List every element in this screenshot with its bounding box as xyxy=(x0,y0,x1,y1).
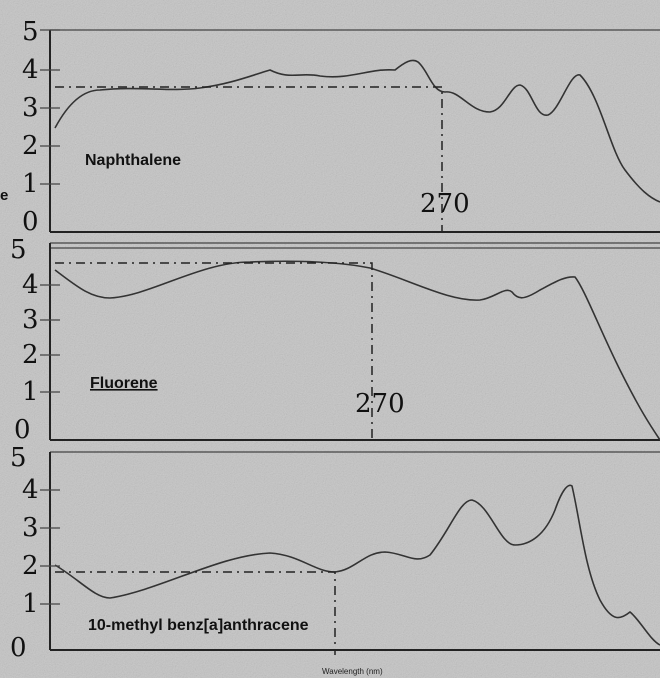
y-tick-label: 0 xyxy=(10,633,27,663)
y-tick-label: 5 xyxy=(10,443,27,473)
y-tick-label: 0 xyxy=(14,415,31,445)
y-tick-label: 1 xyxy=(22,589,39,619)
y-tick-label: 0 xyxy=(22,207,39,237)
y-tick-label: 1 xyxy=(22,169,39,199)
y-tick-label: 2 xyxy=(22,340,39,370)
spectrum-curve xyxy=(54,484,660,646)
compound-label: Naphthalene xyxy=(85,152,181,169)
spectrum-curve xyxy=(54,260,660,441)
y-tick-label: 3 xyxy=(22,305,39,335)
spectrum-curve xyxy=(54,59,660,203)
guides xyxy=(55,86,443,655)
y-tick-label: 5 xyxy=(22,17,39,47)
y-tick-label: 2 xyxy=(22,131,39,161)
y-tick-label: 1 xyxy=(22,377,39,407)
stray-text: e xyxy=(0,187,8,204)
y-tick-label: 5 xyxy=(10,235,27,265)
y-tick-label: 4 xyxy=(22,55,39,85)
tick-marks xyxy=(40,29,60,605)
x-axis-label: Wavelength (nm) xyxy=(322,667,383,676)
y-tick-label: 3 xyxy=(22,513,39,543)
compound-label: 10-methyl benz[a]anthracene xyxy=(88,617,309,634)
y-tick-label: 4 xyxy=(22,475,39,505)
y-tick-label: 2 xyxy=(22,551,39,581)
compound-label: Fluorene xyxy=(90,375,158,392)
handwritten-annotation: 270 xyxy=(420,189,470,219)
y-ticks: 5 4 3 2 1 0 5 4 3 2 1 0 5 4 3 2 1 0 xyxy=(10,17,39,663)
y-tick-label: 4 xyxy=(22,270,39,300)
handwritten-annotation: 270 xyxy=(355,389,405,419)
frames xyxy=(49,29,660,651)
y-tick-label: 3 xyxy=(22,93,39,123)
